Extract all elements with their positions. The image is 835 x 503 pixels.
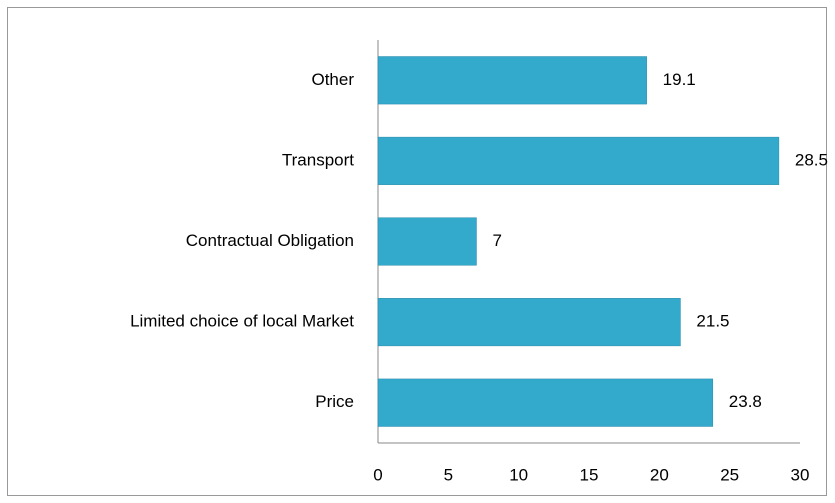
bar [377, 298, 681, 347]
y-tick-label: Price [315, 392, 354, 411]
x-tick-label: 15 [580, 465, 599, 484]
x-tick-label: 5 [444, 465, 453, 484]
value-label: 21.5 [696, 312, 729, 331]
y-tick-label: Transport [282, 150, 354, 169]
value-label: 28.5 [795, 150, 828, 169]
x-tick-label: 30 [791, 465, 810, 484]
bar [377, 378, 714, 427]
x-tick-label: 20 [650, 465, 669, 484]
bar [377, 217, 477, 266]
y-tick-label: Limited choice of local Market [130, 312, 354, 331]
value-label: 19.1 [663, 70, 696, 89]
x-tick-label: 0 [373, 465, 382, 484]
value-label: 7 [492, 231, 501, 250]
bar [377, 56, 647, 105]
y-tick-label: Other [311, 70, 354, 89]
bar [377, 136, 780, 185]
x-tick-label: 10 [509, 465, 528, 484]
y-tick-label: Contractual Obligation [186, 231, 354, 250]
value-label: 23.8 [729, 392, 762, 411]
x-tick-label: 25 [720, 465, 739, 484]
